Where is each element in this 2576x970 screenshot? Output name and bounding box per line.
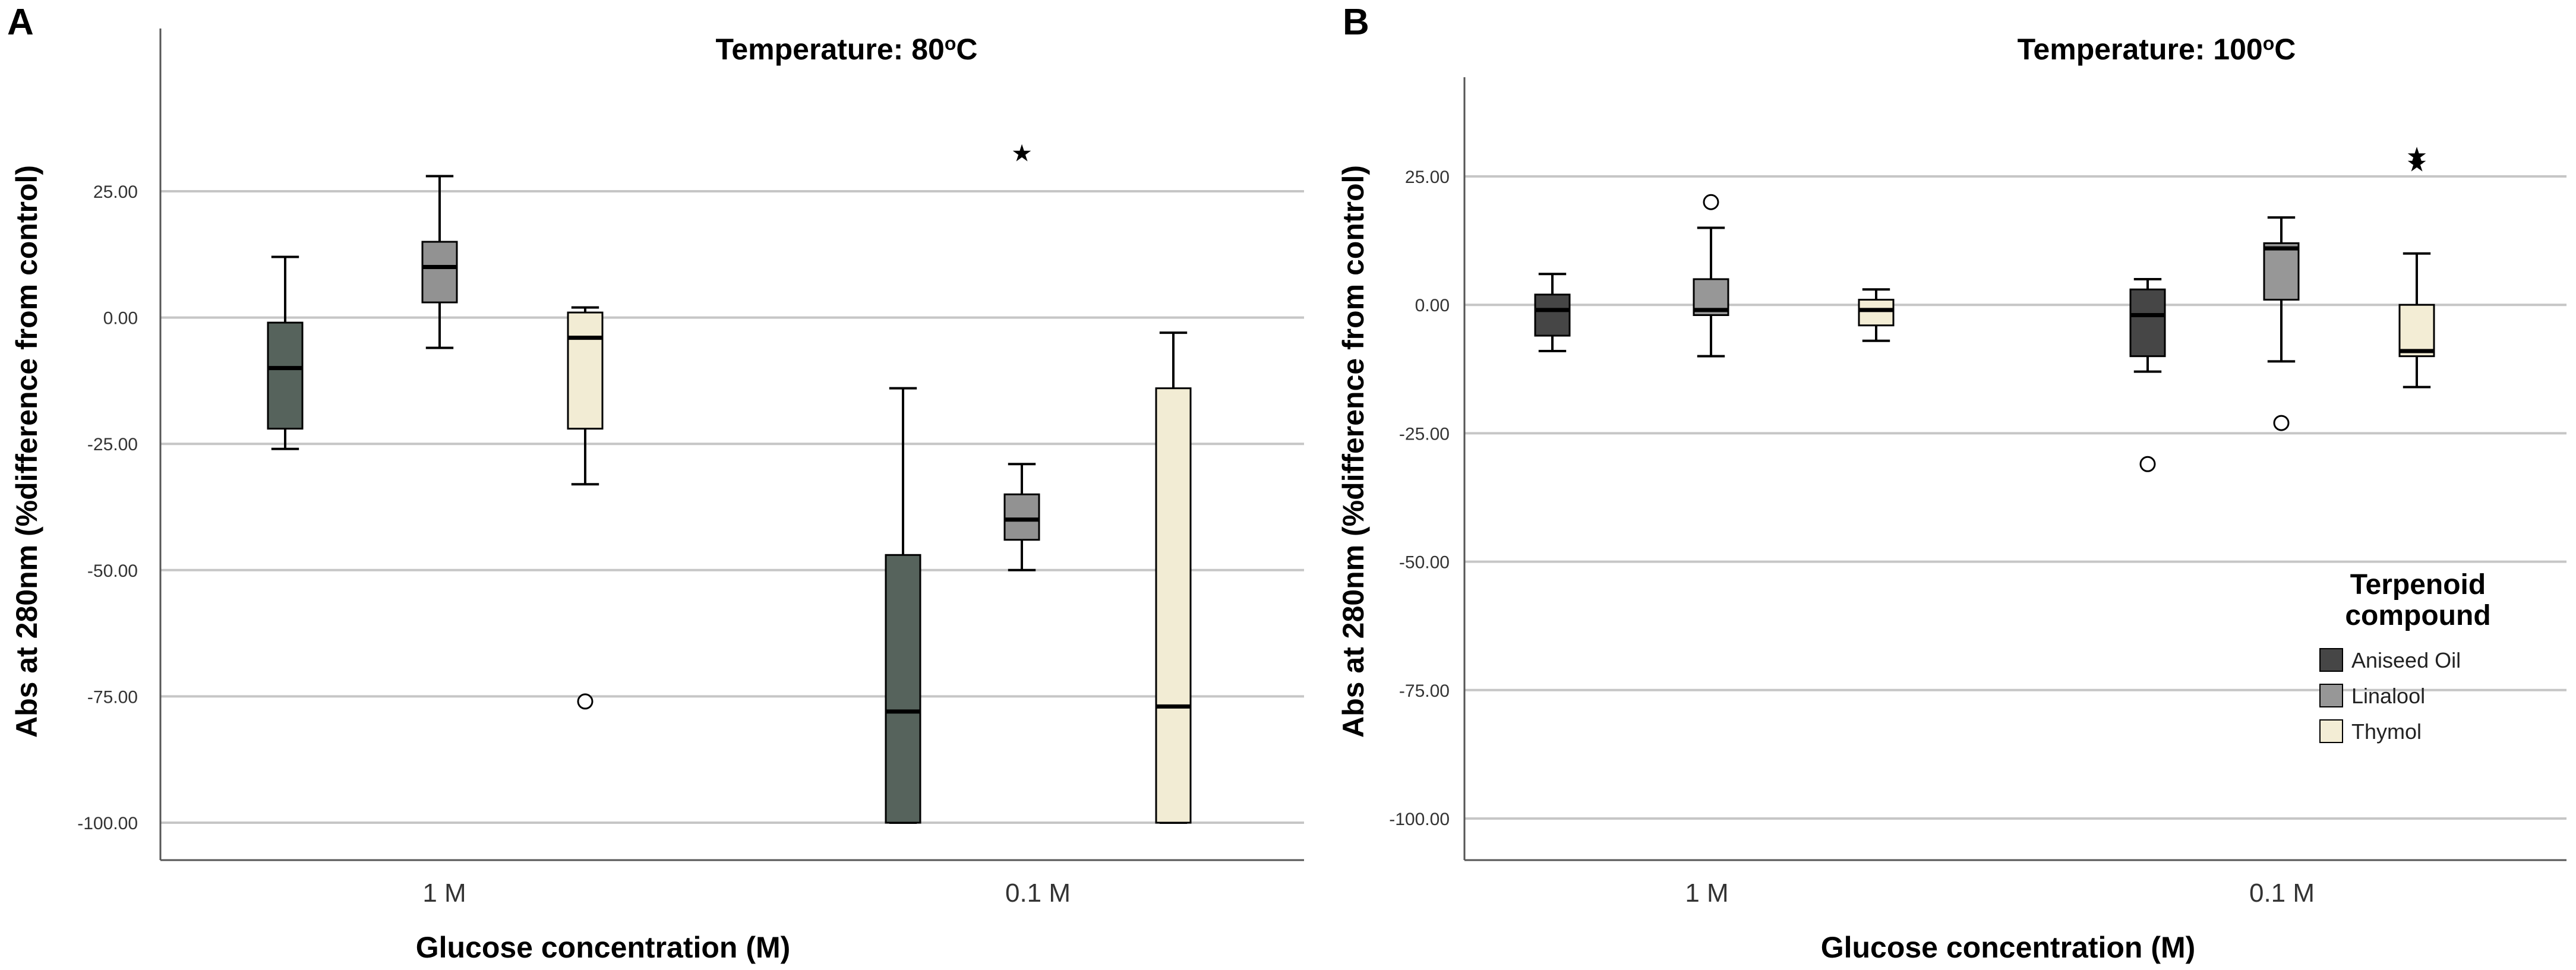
panel-b-title-main: Temperature: 100 <box>2018 33 2263 66</box>
panel-a-thymol-1-m-outlier <box>577 693 594 710</box>
panel-b-y-tick-label: 0.00 <box>1415 296 1450 315</box>
legend-swatch-aniseed-oil <box>2319 648 2343 672</box>
panel-b-plot: 25.00 0.00 -25.00 -50.00 -75.00 -100.00 1 M 0.1… <box>1389 77 2566 908</box>
panel-a-x-axis-title: Glucose concentration (M) <box>416 931 791 964</box>
panel-a-x-tick-label-0-1-m: 0.1 M <box>1005 879 1071 908</box>
panel-b-aniseed-oil-0-1-m-box <box>2129 288 2166 358</box>
panel-b-linalool-0-1-m-box <box>2263 242 2300 301</box>
panel-b-thymol-0-1-m-extreme-marker: ★ <box>2406 150 2427 178</box>
panel-a-plot: 25.00 0.00 -25.00 -50.00 -75.00 -100.00 1 M 0.1… <box>77 29 1304 908</box>
panel-b-x-tick-label-1-m: 1 M <box>1685 879 1728 908</box>
panel-a-aniseed-oil-0-1-m-box <box>885 554 921 824</box>
panel-b-linalool-1-m-outlier <box>1703 194 1719 210</box>
panel-b-aniseed-oil-0-1-m-outlier <box>2139 456 2156 472</box>
legend-label-linalool: Linalool <box>2351 684 2425 708</box>
panel-a-title: Temperature: 80oC <box>716 33 978 66</box>
panel-a-thymol-0-1-m-box <box>1155 387 1192 824</box>
legend-swatch-linalool <box>2319 684 2343 707</box>
panel-a-y-tick-label: 25.00 <box>93 182 138 202</box>
panel-a-y-tick-label: -100.00 <box>77 814 138 833</box>
panel-b-title-end: C <box>2274 33 2296 66</box>
legend-label-aniseed-oil: Aniseed Oil <box>2351 648 2461 672</box>
panel-a-title-main: Temperature: 80 <box>716 33 945 66</box>
panel-b-y-tick-label: 25.00 <box>1405 168 1450 187</box>
panel-b-x-tick-label-0-1-m: 0.1 M <box>2249 879 2315 908</box>
panel-letter-a: A <box>7 2 34 43</box>
panel-a-x-tick-label-1-m: 1 M <box>422 879 466 908</box>
panel-b-aniseed-oil-1-m-box <box>1534 293 1571 337</box>
panel-a-title-end: C <box>956 33 977 66</box>
legend: Terpenoid compound Aniseed Oil Linalool … <box>2319 569 2491 744</box>
panel-b-x-axis-title: Glucose concentration (M) <box>1821 931 2196 964</box>
panel-a-y-tick-label: -75.00 <box>87 687 138 707</box>
panel-a-y-tick-label: -50.00 <box>87 561 138 581</box>
panel-a-linalool-0-1-m-box <box>1003 493 1040 541</box>
legend-title-line1: Terpenoid <box>2350 569 2486 601</box>
panel-a-aniseed-oil-1-m-box <box>267 321 304 430</box>
panel-b-y-axis-title: Abs at 280nm (%difference from control) <box>1337 165 1370 738</box>
panel-a-linalool-1-m-box <box>421 241 458 304</box>
panel-b-y-tick-label: -100.00 <box>1389 810 1450 829</box>
panel-b-title: Temperature: 100oC <box>2018 33 2296 66</box>
panel-a-y-axis-title: Abs at 280nm (%difference from control) <box>10 165 43 738</box>
legend-title-line2: compound <box>2345 600 2490 631</box>
panel-b-thymol-0-1-m-extreme-marker: ★ <box>2406 143 2427 170</box>
panel-letter-b: B <box>1343 2 1369 43</box>
panel-a-y-tick-label: 0.00 <box>103 309 138 328</box>
panel-b-thymol-0-1-m-box <box>2398 304 2435 358</box>
panel-b-thymol-1-m-box <box>1858 299 1895 327</box>
panel-b-title-sup: o <box>2263 33 2275 54</box>
panel-b-y-tick-label: -25.00 <box>1399 424 1450 444</box>
legend-label-thymol: Thymol <box>2351 719 2422 744</box>
panel-a-linalool-0-1-m-extreme-marker: ★ <box>1011 140 1033 168</box>
panel-b-y-tick-label: -50.00 <box>1399 553 1450 573</box>
panel-b-linalool-0-1-m-outlier <box>2273 415 2290 431</box>
legend-swatch-thymol <box>2319 719 2343 743</box>
panel-a-title-sup: o <box>945 33 956 54</box>
panel-a-y-tick-label: -25.00 <box>87 435 138 454</box>
panel-a-thymol-1-m-box <box>567 311 604 430</box>
panel-b-y-tick-label: -75.00 <box>1399 681 1450 701</box>
